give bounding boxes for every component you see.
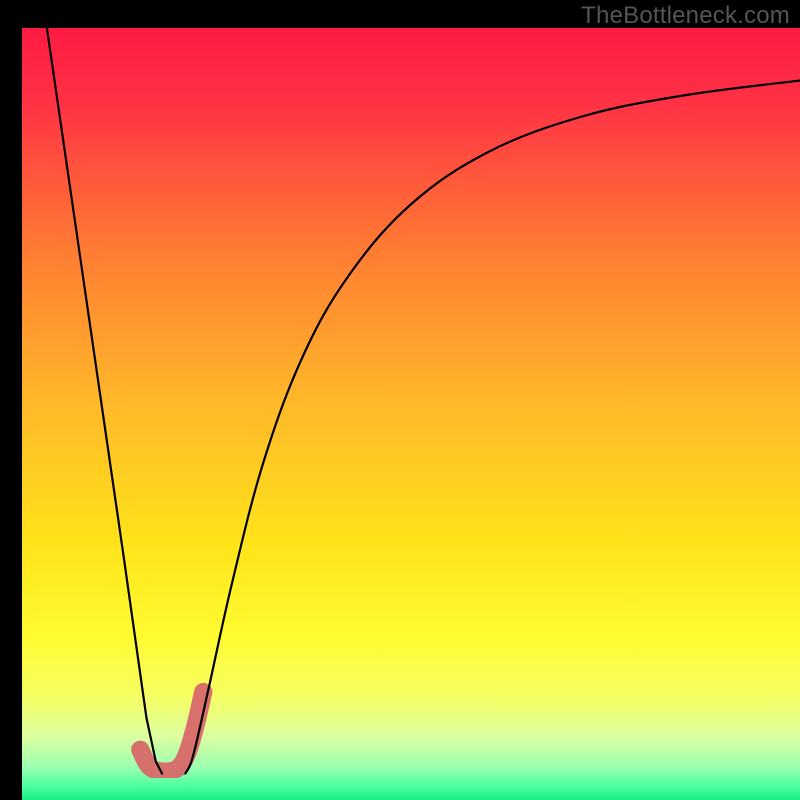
left-branch (47, 28, 162, 774)
right-branch (185, 81, 800, 774)
bottleneck-curve (22, 28, 800, 778)
watermark-text: TheBottleneck.com (581, 2, 790, 30)
plot-area (22, 28, 800, 778)
chart-frame: TheBottleneck.com (0, 0, 800, 800)
